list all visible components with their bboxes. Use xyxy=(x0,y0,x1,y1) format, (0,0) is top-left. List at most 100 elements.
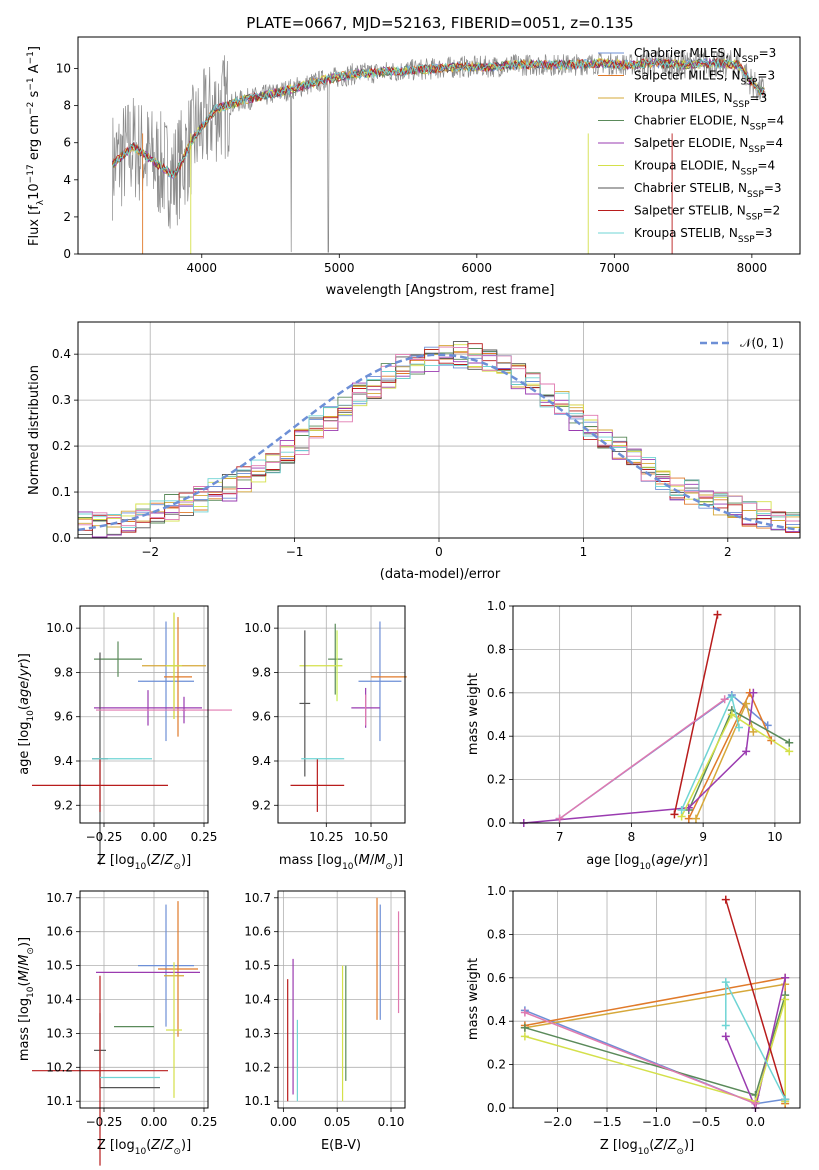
series-line-6 xyxy=(673,614,719,815)
x-axis-label: (data-model)/error xyxy=(380,567,501,582)
y-tick-label: 10.1 xyxy=(46,1094,73,1108)
spectrum-title: PLATE=0667, MJD=52163, FIBERID=0051, z=0… xyxy=(246,14,633,32)
y-tick-label: 9.6 xyxy=(54,710,73,724)
y-tick-label: 4 xyxy=(63,173,71,187)
y-tick-label: 10.4 xyxy=(46,993,73,1007)
series-marker-5 xyxy=(781,995,790,1004)
plot-area xyxy=(32,612,232,866)
series-marker-4 xyxy=(742,747,751,756)
y-tick-label: 10.6 xyxy=(46,925,73,939)
series-marker-7 xyxy=(781,1095,790,1104)
series-marker-2 xyxy=(742,699,751,708)
x-tick-label: 4000 xyxy=(186,261,217,275)
x-tick-label: −2.0 xyxy=(543,1115,572,1129)
y-tick-label: 10.0 xyxy=(244,621,271,635)
histogram-step-4 xyxy=(78,355,800,538)
y-tick-label: 1.0 xyxy=(487,884,506,898)
series-line-6 xyxy=(725,899,786,1100)
series-marker-4 xyxy=(721,1032,730,1041)
series-marker-3 xyxy=(520,1023,529,1032)
x-tick-label: 7 xyxy=(556,830,564,844)
chart-panel-6: 0.00 0.05 0.10 10.1 10.2 10.3 10.4 10.5 10.6 10.7… xyxy=(244,890,406,1153)
x-axis-label: Z [log10(Z/Z⊙)] xyxy=(97,853,191,872)
x-tick-label: 0.25 xyxy=(191,830,218,844)
x-tick-label: 7000 xyxy=(599,261,630,275)
x-tick-label: −0.25 xyxy=(86,830,123,844)
x-tick-label: 5000 xyxy=(324,261,355,275)
y-tick-label: 9.2 xyxy=(54,798,73,812)
series-marker-1 xyxy=(684,814,693,823)
y-axis-label: mass weight xyxy=(466,673,481,755)
y-axis-label: mass weight xyxy=(466,958,481,1040)
y-tick-label: 10.3 xyxy=(244,1026,271,1040)
series-marker-5 xyxy=(727,710,736,719)
series-marker-2 xyxy=(691,814,700,823)
series-marker-7 xyxy=(721,1021,730,1030)
x-tick-label: 0.05 xyxy=(324,1115,351,1129)
legend-entry-1: Salpeter MILES, NSSP=3 xyxy=(634,69,775,88)
legend-entry-normal: 𝒩(0, 1) xyxy=(740,336,784,350)
chart-panel-5: −0.25 0.00 0.25 10.1 10.2 10.3 10.4 10.5 10.6 10.… xyxy=(17,890,217,1166)
series-marker-4 xyxy=(781,973,790,982)
y-tick-label: 9.2 xyxy=(252,798,271,812)
series-marker-8 xyxy=(520,1008,529,1017)
x-tick-label: −2 xyxy=(141,545,159,559)
x-tick-label: 0.00 xyxy=(141,1115,168,1129)
y-axis-label: Flux [fλ10−17 erg cm−2 s−1 A−1] xyxy=(26,46,46,246)
x-tick-label: −0.5 xyxy=(691,1115,720,1129)
series-line-0 xyxy=(524,1009,786,1105)
axes-frame xyxy=(277,605,406,824)
y-tick-label: 0.8 xyxy=(487,927,506,941)
y-tick-label: 0.4 xyxy=(487,729,506,743)
plot-area xyxy=(520,895,790,1112)
y-tick-label: 0 xyxy=(63,247,71,261)
chart-panel-7: −2.0 −1.5 −1.0 −0.5 0.0 0.0 0.2 0.4 0.6 0.8 1.0 Z [… xyxy=(466,884,801,1157)
y-tick-label: 10.1 xyxy=(244,1094,271,1108)
legend-entry-5: Kroupa ELODIE, NSSP=4 xyxy=(634,159,775,178)
x-tick-label: 0.10 xyxy=(378,1115,405,1129)
plot-area xyxy=(112,48,766,254)
y-tick-label: 0.2 xyxy=(487,1058,506,1072)
series-marker-4 xyxy=(749,688,758,697)
y-tick-label: 10.7 xyxy=(244,891,271,905)
legend-entry-7: Salpeter STELIB, NSSP=2 xyxy=(634,204,780,223)
series-marker-3 xyxy=(785,738,794,747)
series-marker-6 xyxy=(670,810,679,819)
plot-area xyxy=(519,610,794,827)
histogram-step-8 xyxy=(78,354,800,529)
chart-panel-1: −2 −1 0 1 2 0.0 0.1 0.2 0.3 0.4 𝒩(0, 1) (data-model… xyxy=(27,321,801,582)
x-tick-label: −0.25 xyxy=(86,1115,123,1129)
y-tick-label: 9.8 xyxy=(252,665,271,679)
spectrum-legend: Chabrier MILES, NSSP=3 Salpeter MILES, NS… xyxy=(598,46,784,245)
y-tick-label: 10.7 xyxy=(46,891,73,905)
y-tick-label: 0.0 xyxy=(487,1101,506,1115)
series-marker-6 xyxy=(721,895,730,904)
axes-frame xyxy=(79,605,209,824)
series-line-2 xyxy=(524,983,786,1029)
x-tick-label: 0.00 xyxy=(270,1115,297,1129)
plot-area xyxy=(77,341,801,538)
series-marker-7 xyxy=(677,805,686,814)
x-axis-label: mass [log10(M/M⊙)] xyxy=(279,853,403,872)
y-tick-label: 10.2 xyxy=(46,1060,73,1074)
x-tick-label: 8000 xyxy=(737,261,768,275)
y-tick-label: 0.2 xyxy=(52,439,71,453)
chart-panel-3: 10.25 10.50 9.2 9.4 9.6 9.8 10.0 mass [log10(M/… xyxy=(244,605,407,872)
series-line-8 xyxy=(524,1011,756,1105)
x-tick-label: 6000 xyxy=(462,261,493,275)
normal-distribution-curve xyxy=(77,353,801,532)
y-tick-label: 0.4 xyxy=(52,347,71,361)
series-line-2 xyxy=(695,701,755,819)
x-tick-label: 10.50 xyxy=(354,830,388,844)
y-tick-label: 0.2 xyxy=(487,773,506,787)
y-tick-label: 10.0 xyxy=(46,621,73,635)
legend-entry-4: Salpeter ELODIE, NSSP=4 xyxy=(634,136,783,155)
y-tick-label: 0.6 xyxy=(487,686,506,700)
y-tick-label: 0.1 xyxy=(52,485,71,499)
x-tick-label: −1.0 xyxy=(642,1115,671,1129)
y-axis-label: age [log10(age/yr)] xyxy=(17,653,36,775)
x-tick-label: 0.0 xyxy=(746,1115,765,1129)
x-tick-label: 8 xyxy=(628,830,636,844)
x-axis-label: age [log10(age/yr)] xyxy=(586,853,708,872)
model-spectrum-line-8 xyxy=(112,57,765,180)
